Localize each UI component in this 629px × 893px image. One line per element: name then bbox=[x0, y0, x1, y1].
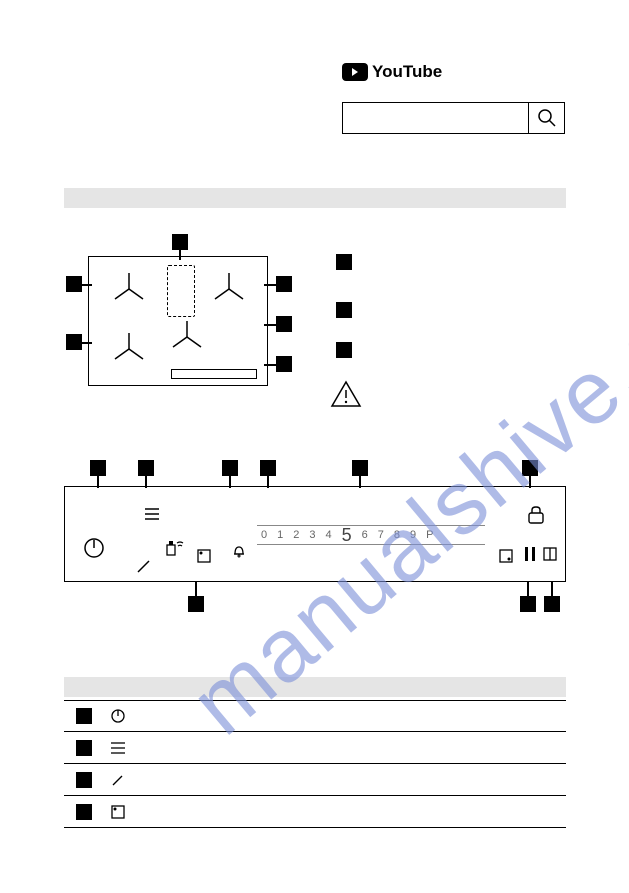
lock-icon bbox=[527, 505, 545, 530]
callout-line bbox=[97, 476, 99, 488]
callout-line bbox=[551, 582, 553, 596]
slider-num: 1 bbox=[277, 529, 283, 541]
menu-icon bbox=[110, 742, 126, 754]
callout-box bbox=[76, 740, 92, 756]
youtube-label: YouTube bbox=[372, 62, 442, 82]
control-strip bbox=[171, 369, 257, 379]
slider-num: 7 bbox=[378, 529, 384, 541]
callout-box bbox=[522, 460, 538, 476]
menu-icon bbox=[145, 507, 159, 525]
zone-select-icon bbox=[110, 805, 126, 819]
callout-box bbox=[76, 804, 92, 820]
callout-box bbox=[66, 334, 82, 350]
burner-icon bbox=[109, 269, 149, 309]
slider-num: P bbox=[426, 529, 433, 541]
callout-box bbox=[544, 596, 560, 612]
slider-num: 4 bbox=[326, 529, 332, 541]
callout-line bbox=[195, 582, 197, 596]
callout-box bbox=[336, 342, 352, 358]
callout-box bbox=[336, 254, 352, 270]
warning-icon bbox=[330, 380, 362, 413]
callout-line bbox=[82, 284, 92, 286]
section-bar-1 bbox=[64, 188, 566, 208]
callout-box bbox=[90, 460, 106, 476]
search-button[interactable] bbox=[528, 103, 564, 133]
magnifier-icon bbox=[537, 108, 557, 128]
slider-num-active: 5 bbox=[342, 525, 352, 546]
callout-box bbox=[336, 302, 352, 318]
callout-box bbox=[172, 234, 188, 250]
callout-box bbox=[520, 596, 536, 612]
zone-select-icon bbox=[197, 549, 211, 568]
callout-line bbox=[264, 364, 276, 366]
bridge-icon bbox=[543, 547, 557, 566]
table-row bbox=[64, 700, 566, 732]
youtube-logo: YouTube bbox=[342, 62, 565, 82]
pause-icon bbox=[525, 547, 535, 566]
hob-diagram bbox=[88, 256, 268, 386]
slider-num: 0 bbox=[261, 529, 267, 541]
callout-box bbox=[276, 356, 292, 372]
callout-line bbox=[82, 342, 92, 344]
table-row bbox=[64, 764, 566, 796]
callout-line bbox=[267, 476, 269, 488]
slider-num: 3 bbox=[309, 529, 315, 541]
power-slider[interactable]: 0 1 2 3 4 5 6 7 8 9 P bbox=[257, 525, 485, 545]
control-panel: 0 1 2 3 4 5 6 7 8 9 P bbox=[64, 486, 566, 582]
callout-line bbox=[527, 582, 529, 596]
callout-box bbox=[138, 460, 154, 476]
section-bar-2 bbox=[64, 677, 566, 697]
connect-icon bbox=[165, 537, 187, 564]
callout-box bbox=[352, 460, 368, 476]
search-input[interactable] bbox=[343, 103, 528, 133]
burner-icon bbox=[209, 269, 249, 309]
power-icon bbox=[83, 537, 105, 564]
callout-line bbox=[359, 476, 361, 488]
callout-box bbox=[76, 708, 92, 724]
callout-box bbox=[66, 276, 82, 292]
callout-box bbox=[276, 316, 292, 332]
timer-icon bbox=[231, 543, 247, 564]
search-bar bbox=[342, 102, 565, 134]
burner-icon bbox=[167, 317, 207, 357]
table-row bbox=[64, 796, 566, 828]
pen-icon bbox=[135, 557, 153, 580]
youtube-section: YouTube bbox=[342, 62, 565, 134]
callout-line bbox=[529, 476, 531, 488]
zone-select-icon bbox=[499, 549, 513, 568]
flex-zone bbox=[167, 265, 195, 317]
callout-box bbox=[276, 276, 292, 292]
callout-line bbox=[145, 476, 147, 488]
callout-box bbox=[76, 772, 92, 788]
legend-table bbox=[64, 700, 566, 828]
callout-box bbox=[222, 460, 238, 476]
slider-num: 6 bbox=[362, 529, 368, 541]
burner-icon bbox=[109, 329, 149, 369]
power-icon bbox=[110, 708, 126, 724]
callout-line bbox=[264, 284, 276, 286]
slider-num: 8 bbox=[394, 529, 400, 541]
slider-num: 2 bbox=[293, 529, 299, 541]
youtube-play-icon bbox=[342, 63, 368, 81]
callout-box bbox=[188, 596, 204, 612]
callout-line bbox=[229, 476, 231, 488]
table-row bbox=[64, 732, 566, 764]
callout-line bbox=[179, 250, 181, 260]
slider-num: 9 bbox=[410, 529, 416, 541]
pen-icon bbox=[110, 772, 126, 788]
callout-line bbox=[264, 324, 276, 326]
callout-box bbox=[260, 460, 276, 476]
